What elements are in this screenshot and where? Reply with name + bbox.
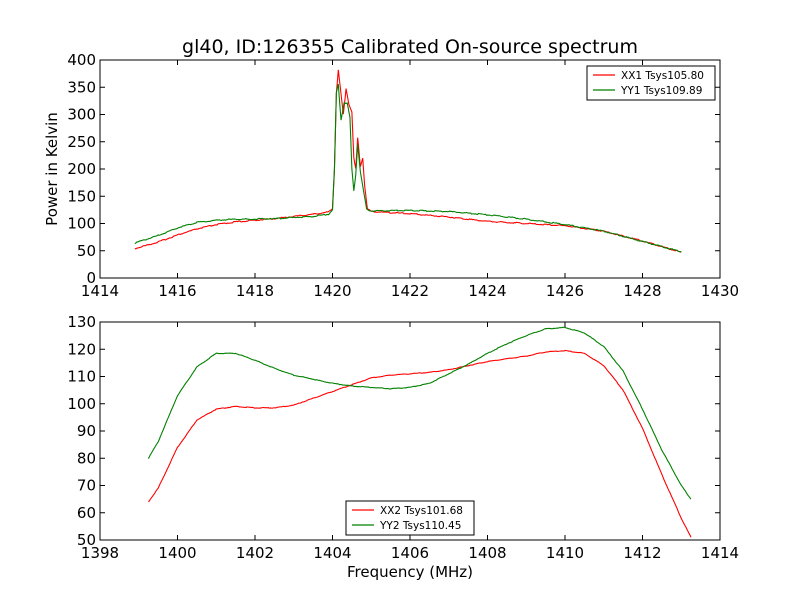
- y-tick-label: 110: [67, 368, 96, 386]
- x-tick-label: 1430: [701, 282, 739, 300]
- figure-title: gl40, ID:126355 Calibrated On-source spe…: [182, 36, 638, 58]
- y-tick-label: 350: [67, 78, 96, 96]
- bottom-panel-xx2-yy2: 1398 1400 1402 1404 1406 1408 1410 1412 1414 50 60…: [67, 313, 739, 581]
- y-tick-label: 90: [77, 422, 96, 440]
- legend: XX1 Tsys105.80 YY1 Tsys109.89: [586, 65, 716, 101]
- x-tick-label: 1414: [701, 544, 739, 562]
- x-tick-label: 1418: [236, 282, 274, 300]
- x-tick-label: 1424: [468, 282, 506, 300]
- x-tick-label: 1412: [623, 544, 661, 562]
- y-tick-label: 0: [86, 269, 96, 287]
- x-tick-label: 1428: [623, 282, 661, 300]
- legend-box: [586, 65, 716, 101]
- x-tick-label: 1406: [391, 544, 429, 562]
- y-tick-label: 130: [67, 313, 96, 331]
- x-tick-label: 1408: [468, 544, 506, 562]
- x-tick-label: 1398: [81, 544, 119, 562]
- y-tick-label: 120: [67, 340, 96, 358]
- series-line-yy2: [147, 326, 692, 500]
- y-tick-label: 200: [67, 160, 96, 178]
- y-tick-label: 150: [67, 187, 96, 205]
- x-tick-label: 1402: [236, 544, 274, 562]
- y-tick-label: 50: [77, 242, 96, 260]
- series-line-xx2: [148, 349, 692, 538]
- y-tick-label: 100: [67, 215, 96, 233]
- x-tick-label: 1422: [391, 282, 429, 300]
- top-panel-xx1-yy1: 1414 1416 1418 1420 1422 1424 1426 1428 1430 0 50 1…: [43, 51, 739, 300]
- legend: XX2 Tsys101.68 YY2 Tsys110.45: [345, 500, 475, 536]
- x-tick-label: 1416: [158, 282, 196, 300]
- legend-label: XX1 Tsys105.80: [621, 70, 704, 82]
- y-tick-label: 50: [77, 531, 96, 549]
- y-tick-label: 80: [77, 449, 96, 467]
- x-tick-label: 1414: [81, 282, 119, 300]
- y-tick-label: 70: [77, 477, 96, 495]
- legend-label: XX2 Tsys101.68: [380, 505, 463, 517]
- x-tick-label: 1400: [158, 544, 196, 562]
- y-tick-label: 400: [67, 51, 96, 69]
- x-tick-label: 1404: [313, 544, 351, 562]
- y-tick-label: 300: [67, 106, 96, 124]
- legend-label: YY1 Tsys109.89: [620, 85, 702, 97]
- series-line-yy1: [134, 83, 682, 253]
- y-tick-label: 100: [67, 395, 96, 413]
- x-axis-label: Frequency (MHz): [347, 563, 473, 581]
- x-tick-label: 1410: [546, 544, 584, 562]
- y-axis-label: Power in Kelvin: [43, 112, 61, 226]
- legend-label: YY2 Tsys110.45: [379, 520, 461, 532]
- y-tick-label: 250: [67, 133, 96, 151]
- legend-box: [345, 500, 475, 536]
- x-tick-label: 1426: [546, 282, 584, 300]
- x-tick-label: 1420: [313, 282, 351, 300]
- y-tick-label: 60: [77, 504, 96, 522]
